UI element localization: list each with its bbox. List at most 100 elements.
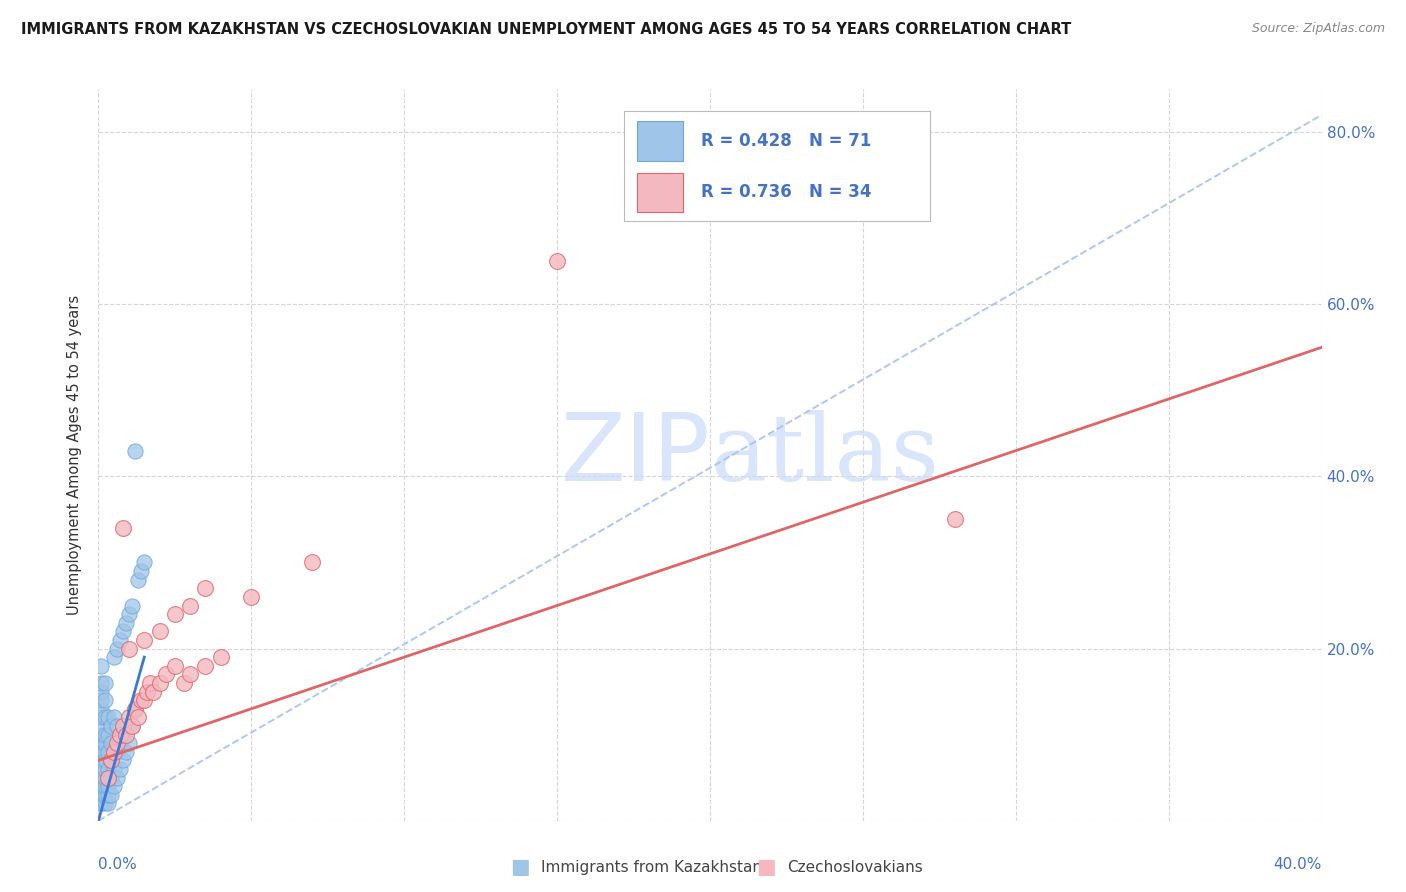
Point xyxy=(124,702,146,716)
Point xyxy=(115,745,138,759)
Point xyxy=(134,693,156,707)
Point xyxy=(90,702,112,716)
Point xyxy=(163,607,186,621)
Point xyxy=(139,676,162,690)
Point xyxy=(90,676,112,690)
Point xyxy=(103,745,125,759)
Point xyxy=(111,753,134,767)
Point xyxy=(90,736,112,750)
Point xyxy=(97,762,120,776)
Point xyxy=(100,719,122,733)
Point xyxy=(97,745,120,759)
Point xyxy=(90,797,112,811)
Point xyxy=(108,736,131,750)
Point xyxy=(118,607,141,621)
Point xyxy=(100,788,122,802)
Point xyxy=(90,771,112,785)
Point xyxy=(90,779,112,793)
Point xyxy=(90,710,112,724)
Point xyxy=(97,779,120,793)
Point xyxy=(240,590,263,604)
Point xyxy=(179,599,201,613)
Point xyxy=(90,684,112,698)
Point xyxy=(121,719,143,733)
Point xyxy=(93,710,115,724)
Point xyxy=(118,710,141,724)
Point xyxy=(93,676,115,690)
Point xyxy=(149,676,172,690)
Point xyxy=(93,753,115,767)
Text: Czechoslovakians: Czechoslovakians xyxy=(787,860,924,874)
Point xyxy=(103,745,125,759)
Bar xyxy=(637,121,682,161)
Point xyxy=(129,693,152,707)
Point xyxy=(90,788,112,802)
Point xyxy=(194,582,217,596)
Point xyxy=(108,632,131,647)
Point xyxy=(105,736,128,750)
Y-axis label: Unemployment Among Ages 45 to 54 years: Unemployment Among Ages 45 to 54 years xyxy=(67,295,83,615)
Point xyxy=(90,788,112,802)
Point xyxy=(155,667,177,681)
Point xyxy=(97,710,120,724)
Point xyxy=(179,667,201,681)
Point xyxy=(90,728,112,742)
Text: 40.0%: 40.0% xyxy=(1274,857,1322,872)
Point xyxy=(90,658,112,673)
Point xyxy=(134,632,156,647)
Point xyxy=(103,710,125,724)
Point xyxy=(124,702,146,716)
Text: ■: ■ xyxy=(510,857,530,877)
Point xyxy=(115,728,138,742)
Point xyxy=(118,641,141,656)
Point xyxy=(301,556,323,570)
Point xyxy=(93,745,115,759)
Point xyxy=(129,564,152,578)
Point xyxy=(93,779,115,793)
Point xyxy=(111,719,134,733)
Point xyxy=(163,658,186,673)
Text: Immigrants from Kazakhstan: Immigrants from Kazakhstan xyxy=(541,860,762,874)
Point xyxy=(93,788,115,802)
Point xyxy=(108,762,131,776)
Point xyxy=(100,736,122,750)
Point xyxy=(97,771,120,785)
Text: atlas: atlas xyxy=(710,410,939,500)
Point xyxy=(90,797,112,811)
Point xyxy=(105,771,128,785)
Point xyxy=(90,745,112,759)
Text: R = 0.428   N = 71: R = 0.428 N = 71 xyxy=(700,132,872,150)
Text: Source: ZipAtlas.com: Source: ZipAtlas.com xyxy=(1251,22,1385,36)
Point xyxy=(118,736,141,750)
Point xyxy=(115,615,138,630)
Point xyxy=(546,254,568,268)
Point xyxy=(100,771,122,785)
Point xyxy=(103,779,125,793)
Point xyxy=(121,719,143,733)
Point xyxy=(149,624,172,639)
Point xyxy=(90,762,112,776)
Bar xyxy=(637,172,682,212)
Point xyxy=(108,728,131,742)
Point xyxy=(105,641,128,656)
Point xyxy=(93,762,115,776)
Point xyxy=(93,797,115,811)
Point xyxy=(90,771,112,785)
Point xyxy=(111,728,134,742)
Point xyxy=(111,624,134,639)
Point xyxy=(127,573,149,587)
Point xyxy=(103,762,125,776)
Point xyxy=(93,693,115,707)
Point xyxy=(124,443,146,458)
Text: ■: ■ xyxy=(756,857,776,877)
Point xyxy=(97,728,120,742)
Point xyxy=(111,521,134,535)
Point xyxy=(103,650,125,665)
Point xyxy=(943,512,966,526)
Point xyxy=(93,736,115,750)
Point xyxy=(209,650,232,665)
Text: ZIP: ZIP xyxy=(561,409,710,501)
Text: R = 0.736   N = 34: R = 0.736 N = 34 xyxy=(700,184,872,202)
Text: IMMIGRANTS FROM KAZAKHSTAN VS CZECHOSLOVAKIAN UNEMPLOYMENT AMONG AGES 45 TO 54 Y: IMMIGRANTS FROM KAZAKHSTAN VS CZECHOSLOV… xyxy=(21,22,1071,37)
Text: 0.0%: 0.0% xyxy=(98,857,138,872)
